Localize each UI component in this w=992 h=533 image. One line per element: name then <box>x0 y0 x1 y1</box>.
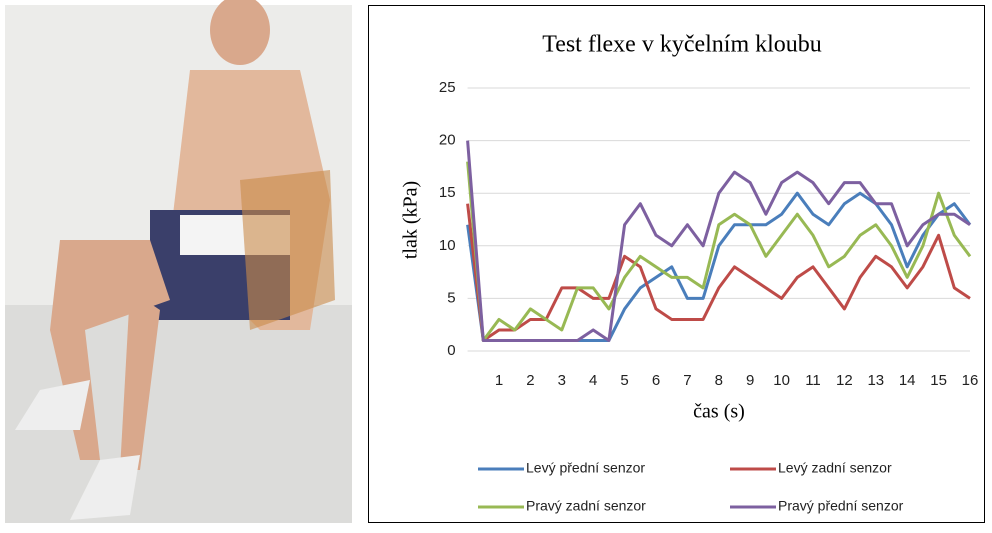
legend-label: Pravý přední senzor <box>778 498 904 514</box>
y-tick-label: 5 <box>447 289 455 306</box>
chart-title: Test flexe v kyčelním kloubu <box>542 32 822 58</box>
x-tick-label: 16 <box>962 372 979 389</box>
legend-label: Levý přední senzor <box>526 460 645 476</box>
x-tick-label: 7 <box>683 372 691 389</box>
y-tick-label: 10 <box>439 237 456 254</box>
x-tick-label: 4 <box>589 372 597 389</box>
x-tick-label: 10 <box>773 372 790 389</box>
chart-frame <box>368 5 985 523</box>
x-tick-label: 6 <box>652 372 660 389</box>
data-line <box>466 140 971 342</box>
x-tick-label: 14 <box>899 372 916 389</box>
y-tick-label: 20 <box>439 132 456 149</box>
x-tick-label: 11 <box>805 372 821 389</box>
x-tick-label: 1 <box>495 372 503 389</box>
y-axis-label: tlak (kPa) <box>400 181 422 259</box>
x-tick-label: 2 <box>526 372 534 389</box>
x-tick-label: 12 <box>836 372 853 389</box>
x-tick-label: 3 <box>558 372 566 389</box>
y-tick-label: 25 <box>439 79 456 96</box>
y-tick-label: 15 <box>439 184 456 201</box>
x-tick-label: 15 <box>930 372 947 389</box>
legend-label: Levý zadní senzor <box>778 460 892 476</box>
x-axis-label: čas (s) <box>693 401 745 423</box>
x-tick-label: 5 <box>620 372 628 389</box>
data-line <box>466 161 972 342</box>
legend-label: Pravý zadní senzor <box>526 498 646 514</box>
x-tick-label: 9 <box>746 372 754 389</box>
y-tick-label: 0 <box>447 342 455 359</box>
x-tick-label: 8 <box>715 372 723 389</box>
photo <box>5 0 352 523</box>
x-tick-label: 13 <box>867 372 884 389</box>
data-line <box>466 203 971 342</box>
